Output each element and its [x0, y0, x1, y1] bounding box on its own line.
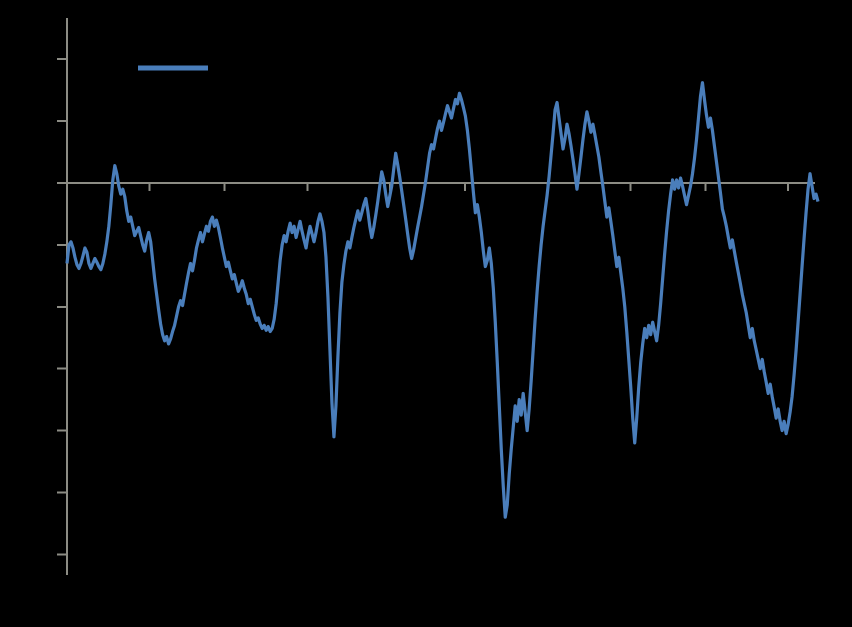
data-series-line [65, 81, 820, 519]
